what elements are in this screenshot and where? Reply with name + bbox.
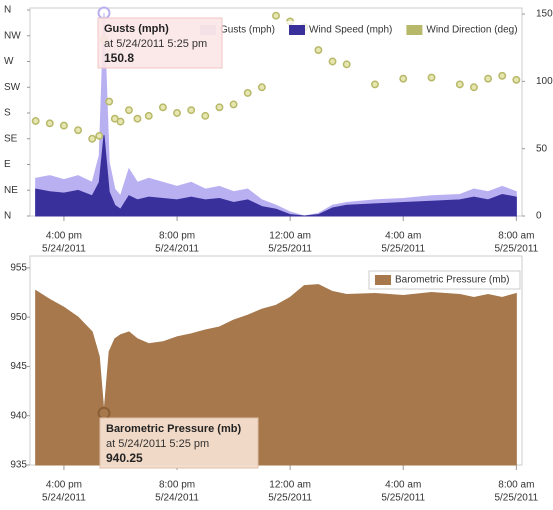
x-tick-date: 5/25/2011	[268, 244, 312, 255]
x-tick-label: 4:00 pm	[46, 231, 82, 242]
x-tick-label: 12:00 am	[269, 231, 311, 242]
y-tick-label: W	[4, 56, 14, 67]
tooltip-title: Barometric Pressure (mb)	[106, 423, 241, 435]
y-tick-label: SE	[4, 133, 18, 144]
tooltip-value: 150.8	[104, 51, 134, 65]
direction-point	[243, 89, 252, 97]
direction-point	[125, 106, 133, 115]
direction-point	[173, 109, 181, 117]
direction-point	[314, 46, 323, 55]
x-tick-label: 4:00 pm	[46, 480, 82, 491]
direction-point	[45, 119, 54, 128]
legend-swatch	[406, 25, 423, 35]
y-tick-label: 935	[10, 460, 27, 471]
x-tick-date: 5/25/2011	[381, 244, 425, 255]
tooltip-time: at 5/24/2011 5:25 pm	[106, 438, 209, 450]
direction-point	[328, 57, 337, 66]
tooltip-box	[97, 17, 223, 69]
direction-point	[371, 80, 379, 89]
y-tick-label: NE	[4, 185, 18, 196]
direction-point	[512, 75, 521, 84]
x-tick-label: 4:00 am	[385, 480, 421, 491]
y-tick-label: 955	[10, 262, 27, 273]
x-tick-date: 5/25/2011	[494, 244, 538, 255]
x-tick-date: 5/25/2011	[268, 493, 312, 504]
direction-point	[187, 106, 196, 115]
direction-point	[116, 117, 125, 126]
y2-tick-label: 150	[536, 9, 553, 20]
area	[35, 135, 517, 217]
y-tick-label: E	[4, 159, 11, 170]
x-tick-date: 5/24/2011	[155, 244, 199, 255]
y-tick-label: S	[4, 108, 11, 119]
y-tick-label: SW	[4, 82, 21, 93]
y-tick-label: 950	[10, 312, 27, 323]
direction-point	[272, 11, 280, 20]
y-tick-label: N	[4, 211, 11, 222]
y2-tick-label: 0	[536, 211, 542, 222]
direction-point	[455, 80, 464, 89]
direction-point	[484, 74, 493, 83]
legend-swatch	[375, 275, 391, 285]
tooltip-value: 940.25	[106, 451, 143, 465]
y2-tick-label: 100	[536, 76, 553, 87]
tooltip-time: at 5/24/2011 5:25 pm	[104, 38, 207, 50]
y-tick-label: NW	[4, 30, 21, 41]
x-tick-label: 12:00 am	[269, 480, 311, 491]
legend-box	[194, 21, 520, 39]
x-tick-date: 5/25/2011	[494, 493, 538, 504]
x-tick-label: 8:00 pm	[159, 480, 195, 491]
x-tick-date: 5/25/2011	[381, 493, 425, 504]
direction-point	[88, 134, 97, 143]
direction-point	[215, 103, 224, 112]
y-tick-label: 945	[10, 361, 27, 372]
tooltip-title: Gusts (mph)	[104, 23, 169, 35]
direction-point	[59, 121, 68, 130]
direction-point	[469, 83, 478, 92]
direction-point	[95, 131, 104, 140]
x-tick-label: 8:00 am	[498, 231, 534, 242]
legend-label: Wind Direction (deg)	[426, 25, 517, 36]
tooltip-box	[99, 417, 259, 469]
x-tick-label: 8:00 am	[498, 480, 534, 491]
x-tick-date: 5/24/2011	[42, 244, 86, 255]
legend-label: Gusts (mph)	[220, 25, 275, 36]
legend-swatch	[289, 25, 306, 35]
direction-point	[498, 71, 507, 80]
direction-point	[229, 100, 238, 109]
direction-point	[31, 117, 40, 125]
legend-label: Wind Speed (mph)	[309, 25, 392, 36]
x-tick-label: 8:00 pm	[159, 231, 195, 242]
direction-point	[74, 126, 83, 135]
direction-point	[201, 111, 210, 120]
y-tick-label: N	[4, 5, 11, 16]
direction-point	[105, 97, 114, 106]
direction-point	[399, 74, 408, 83]
y2-tick-label: 50	[536, 143, 548, 154]
x-tick-label: 4:00 am	[385, 231, 421, 242]
y-tick-label: 940	[10, 410, 27, 421]
direction-point	[342, 60, 351, 69]
x-tick-date: 5/24/2011	[155, 493, 199, 504]
direction-point	[144, 111, 153, 120]
direction-point	[133, 114, 142, 123]
x-tick-date: 5/24/2011	[42, 493, 86, 504]
legend-box	[368, 270, 521, 290]
direction-point	[427, 73, 436, 82]
legend-label: Barometric Pressure (mb)	[395, 275, 509, 286]
direction-point	[158, 103, 167, 112]
direction-point	[257, 83, 266, 92]
